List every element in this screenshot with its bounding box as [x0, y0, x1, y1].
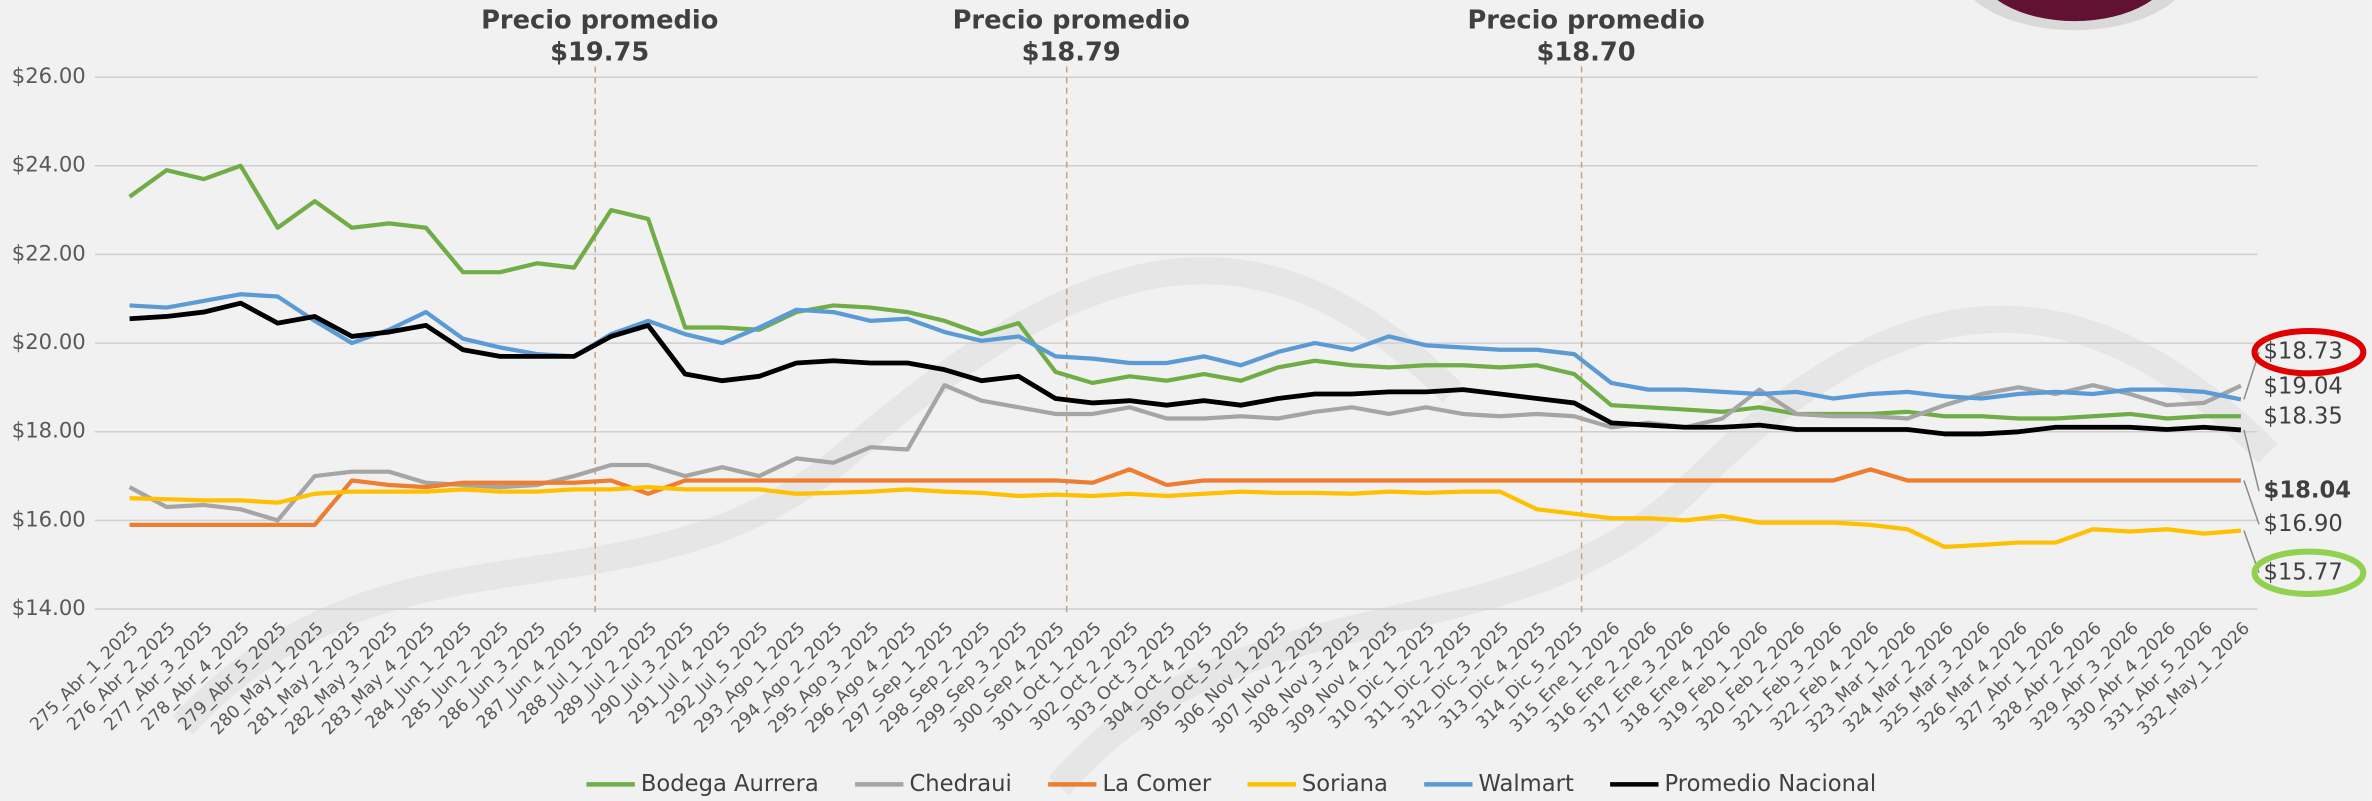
y-tick-label: $14.00 [12, 595, 86, 620]
legend-label: La Comer [1103, 771, 1212, 797]
legend-label: Promedio Nacional [1665, 771, 1877, 797]
chart: $14.00 $16.00 $18.00 $20.00 $22.00 $24.00 $26.… [0, 0, 2372, 801]
end-value-label: $18.04 [2264, 478, 2351, 504]
annotation-title: Precio promedio [953, 6, 1190, 36]
annotation-value: $19.75 [550, 37, 649, 67]
y-tick-label: $18.00 [12, 418, 86, 443]
legend-label: Chedraui [909, 771, 1011, 797]
annotation-title: Precio promedio [1467, 6, 1704, 36]
end-value-label: $18.73 [2264, 339, 2343, 365]
y-tick-label: $22.00 [12, 240, 86, 265]
y-tick-label: $20.00 [12, 329, 86, 354]
annotation-value: $18.79 [1022, 37, 1121, 67]
end-value-label: $18.35 [2264, 404, 2343, 430]
legend-label: Soriana [1302, 771, 1388, 797]
end-value-label: $16.90 [2264, 511, 2343, 537]
end-value-label: $19.04 [2264, 373, 2343, 399]
annotation-title: Precio promedio [481, 6, 718, 36]
y-tick-label: $26.00 [12, 63, 86, 88]
legend-label: Walmart [1479, 771, 1574, 797]
y-tick-label: $16.00 [12, 506, 86, 531]
y-tick-label: $24.00 [12, 152, 86, 177]
annotation-value: $18.70 [1537, 37, 1636, 67]
legend-label: Bodega Aurrera [641, 771, 819, 797]
end-value-label: $15.77 [2264, 559, 2343, 585]
